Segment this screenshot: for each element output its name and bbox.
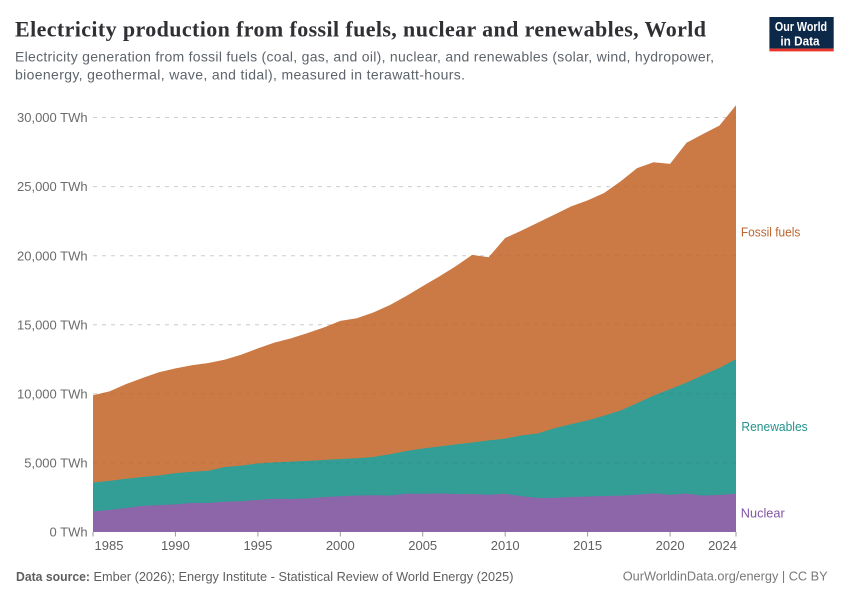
svg-text:2015: 2015 <box>573 538 602 553</box>
svg-text:20,000 TWh: 20,000 TWh <box>17 248 88 263</box>
svg-text:Electricity production from fo: Electricity production from fossil fuels… <box>15 16 706 41</box>
svg-text:Electricity generation from fo: Electricity generation from fossil fuels… <box>15 49 714 65</box>
svg-text:0 TWh: 0 TWh <box>50 525 88 540</box>
svg-text:2020: 2020 <box>656 538 685 553</box>
svg-text:2000: 2000 <box>326 538 355 553</box>
svg-text:1985: 1985 <box>95 538 124 553</box>
svg-text:Fossil fuels: Fossil fuels <box>741 224 801 239</box>
svg-text:in Data: in Data <box>780 33 820 48</box>
svg-text:25,000 TWh: 25,000 TWh <box>17 179 88 194</box>
svg-text:Ember (2026); Energy Institute: Ember (2026); Energy Institute - Statist… <box>94 570 514 584</box>
svg-text:Nuclear: Nuclear <box>741 506 786 521</box>
svg-text:Data source:: Data source: <box>16 570 90 584</box>
svg-text:2024: 2024 <box>708 538 737 553</box>
svg-text:5,000 TWh: 5,000 TWh <box>24 456 87 471</box>
svg-text:Our World: Our World <box>775 19 827 34</box>
svg-text:10,000 TWh: 10,000 TWh <box>17 386 88 401</box>
svg-text:bioenergy, geothermal, wave, a: bioenergy, geothermal, wave, and tidal),… <box>15 67 465 83</box>
svg-text:1990: 1990 <box>161 538 190 553</box>
svg-text:1995: 1995 <box>243 538 272 553</box>
svg-text:OurWorldinData.org/energy | CC: OurWorldinData.org/energy | CC BY <box>623 568 828 583</box>
svg-text:15,000 TWh: 15,000 TWh <box>17 317 88 332</box>
svg-text:2005: 2005 <box>408 538 437 553</box>
svg-text:Renewables: Renewables <box>741 419 808 434</box>
svg-text:2010: 2010 <box>491 538 520 553</box>
svg-text:30,000 TWh: 30,000 TWh <box>17 110 88 125</box>
